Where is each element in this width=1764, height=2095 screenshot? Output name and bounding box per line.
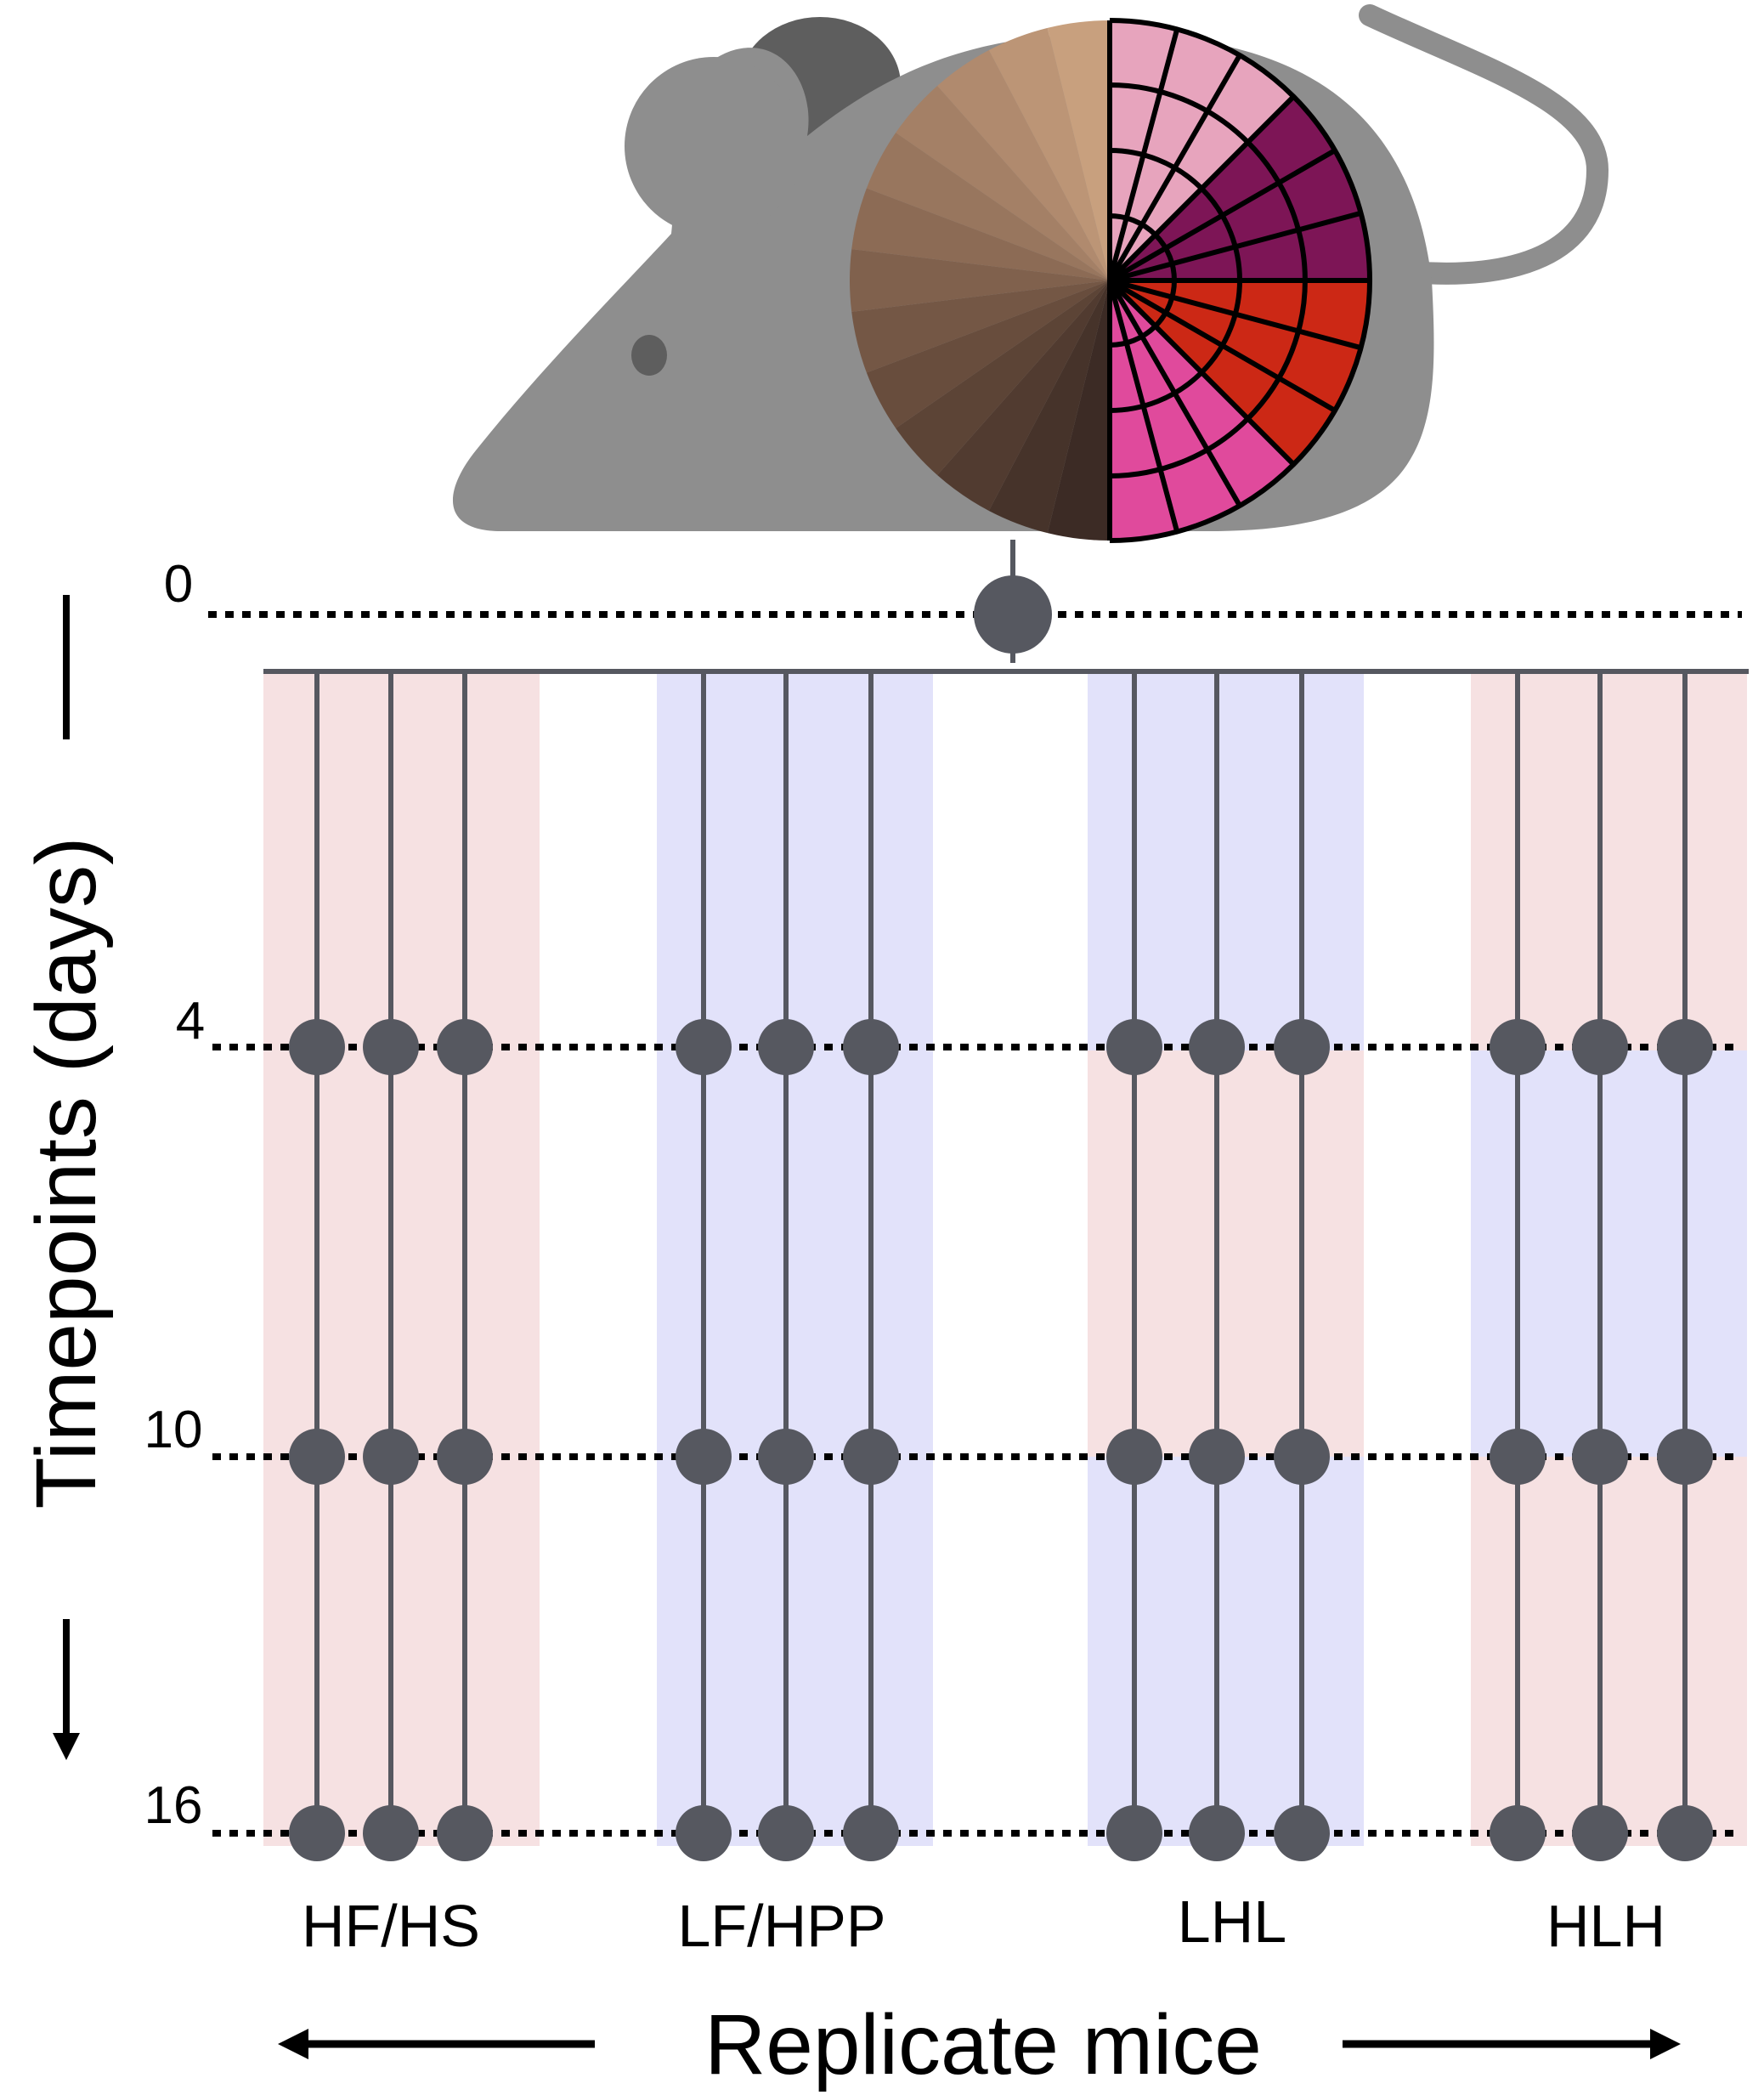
replicate-node [1189,1019,1245,1075]
replicate-node [289,1805,345,1861]
pie-grid-ray [1109,278,1362,351]
group-label-lhl: LHL [1178,1888,1286,1955]
replicate-node [758,1805,814,1861]
tick-label-0: 0 [164,555,193,614]
pie-grid-ray [1107,94,1296,283]
replicate-mice-timelines [289,671,1713,1861]
pie-slice-brown [896,280,1110,476]
y-axis-title: Timepoints (days) [19,837,114,1509]
replicate-node [1657,1805,1713,1861]
replicate-node [676,1429,732,1485]
replicate-node [437,1429,493,1485]
replicate-node [289,1429,345,1485]
tick-label-10: 10 [144,1401,203,1459]
pie-slice-brown [988,27,1110,280]
pie-slice-color [1110,96,1370,280]
pie-grid-ray [1108,278,1337,413]
pie-slice-brown [849,249,1110,312]
pie-grid-ray [1108,148,1337,283]
replicate-node [1490,1805,1546,1861]
pie-slice-brown [851,280,1110,373]
replicate-node [1572,1805,1628,1861]
replicate-node [843,1805,899,1861]
pie-slice-brown [851,188,1110,280]
pie-slice-brown [866,280,1110,428]
pie-slice-brown [988,280,1110,534]
band-lfhpp-1 [657,1050,933,1457]
replicate-node [363,1805,419,1861]
x-axis-title: Replicate mice [704,1997,1262,2092]
group-label-lfhpp: LF/HPP [677,1893,885,1959]
tick-label-4: 4 [176,992,205,1050]
pie-grid-ray [1107,54,1242,282]
pie-slice-brown [866,133,1110,280]
replicate-node [843,1429,899,1485]
replicate-node [1189,1429,1245,1485]
replicate-node [363,1429,419,1485]
group-label-hlh: HLH [1546,1893,1665,1959]
replicate-node [1490,1429,1546,1485]
replicate-node [1106,1019,1162,1075]
microbiome-pie-icon [849,18,1372,543]
band-lhl-2 [1088,1457,1364,1846]
band-hlh-2 [1471,1457,1747,1846]
replicate-node [289,1019,345,1075]
replicate-node [1274,1805,1330,1861]
replicate-node [676,1019,732,1075]
band-hlh-1 [1471,1050,1747,1457]
replicate-node [1657,1429,1713,1485]
replicate-node [1274,1019,1330,1075]
band-lhl-0 [1088,671,1364,1050]
pie-slice-brown [1047,280,1110,541]
band-lhl-1 [1088,1050,1364,1457]
pie-slice-color [1110,20,1294,280]
baseline-node [974,575,1052,654]
pie-grid-ray [1107,279,1242,507]
tick-label-16: 16 [144,1776,203,1835]
band-hfhs-2 [263,1457,540,1846]
replicate-node [1189,1805,1245,1861]
pie-grid-ray [1109,210,1362,283]
pie-slice-color [1110,280,1294,541]
pie-slice-brown [1047,20,1110,280]
replicate-node [1274,1429,1330,1485]
pie-grid-ray [1107,278,1296,467]
mouse-icon [452,4,1609,543]
pie-slice-brown [937,280,1110,511]
replicate-node [437,1019,493,1075]
replicate-node [363,1019,419,1075]
band-lfhpp-2 [657,1457,933,1846]
band-lfhpp-0 [657,671,933,1050]
pie-slice-brown [937,50,1110,281]
replicate-node [843,1019,899,1075]
pie-grid-ray [1107,280,1180,533]
pie-slice-color [1110,280,1370,465]
band-hfhs-0 [263,671,540,1050]
replicate-node [1106,1429,1162,1485]
replicate-node [758,1429,814,1485]
replicate-node [1572,1019,1628,1075]
pie-slice-brown [896,85,1110,280]
group-label-hfhs: HF/HS [302,1893,480,1959]
replicate-node [1490,1019,1546,1075]
replicate-node [1106,1805,1162,1861]
replicate-node [1572,1429,1628,1485]
band-hlh-0 [1471,671,1747,1050]
band-hfhs-1 [263,1050,540,1457]
pie-grid-ray [1107,28,1180,281]
diet-phase-bands [263,671,1747,1846]
replicate-node [758,1019,814,1075]
replicate-node [1657,1019,1713,1075]
replicate-node [437,1805,493,1861]
replicate-node [676,1805,732,1861]
